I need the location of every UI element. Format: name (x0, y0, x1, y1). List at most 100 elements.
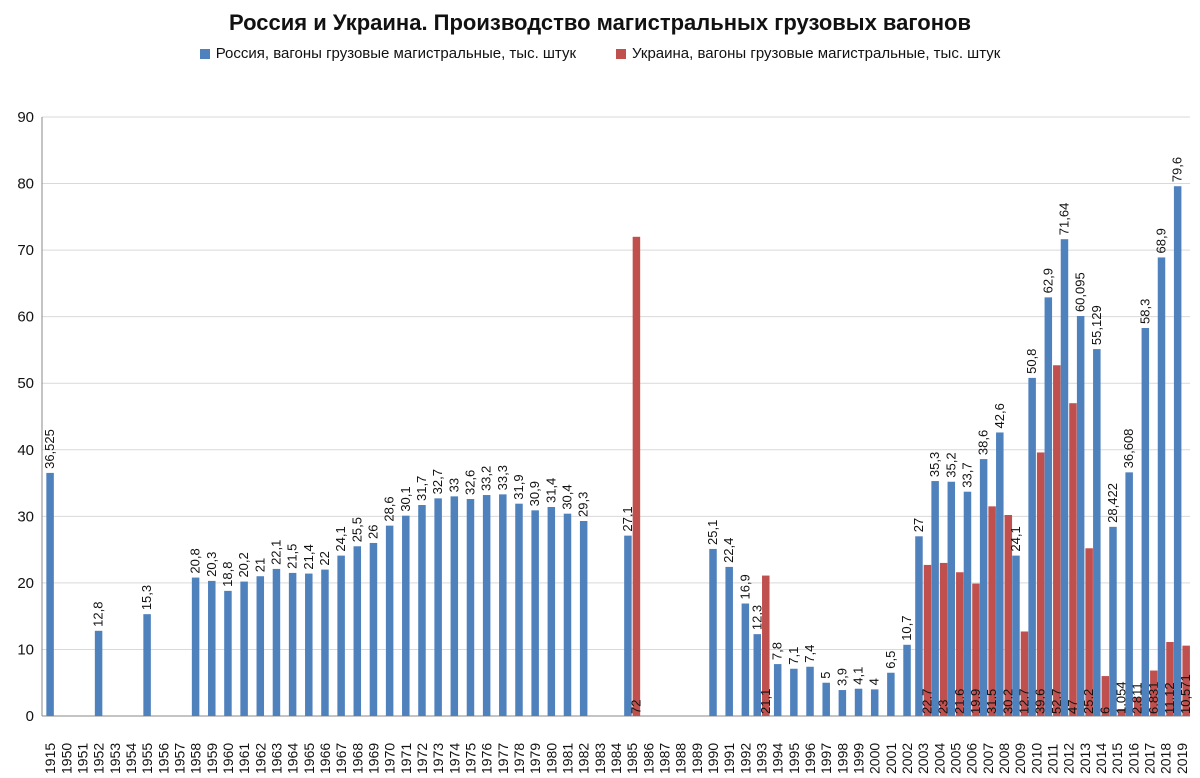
bar-russia (563, 513, 572, 716)
data-label-ukraine: 11,12 (1162, 682, 1177, 714)
data-label-russia: 50,8 (1024, 349, 1039, 374)
x-tick-label: 1993 (754, 743, 770, 774)
x-tick-label: 1986 (640, 743, 656, 774)
x-tick-label: 1954 (123, 743, 139, 774)
y-tick-label: 50 (17, 375, 34, 392)
bar-russia (1044, 297, 1053, 716)
bar-russia (915, 536, 923, 716)
data-label-ukraine: 30,2 (1000, 689, 1015, 714)
x-tick-label: 1965 (301, 743, 317, 774)
bar-russia (515, 503, 523, 716)
bar-russia (838, 690, 847, 716)
x-tick-label: 2004 (931, 743, 947, 774)
x-tick-label: 1968 (349, 743, 365, 774)
x-tick-label: 1956 (155, 743, 171, 774)
bar-russia (224, 590, 232, 716)
data-label-ukraine: 52,7 (1049, 689, 1064, 714)
bar-russia (979, 459, 988, 716)
bar-russia (725, 566, 733, 716)
data-label-russia: 60,095 (1073, 272, 1088, 312)
bar-russia (256, 576, 265, 716)
data-label-russia: 31,9 (511, 474, 526, 499)
bar-russia (822, 682, 830, 716)
data-label-russia: 68,9 (1153, 228, 1168, 253)
x-tick-label: 1970 (382, 743, 398, 774)
data-label-russia: 22 (317, 551, 332, 565)
x-tick-label: 1980 (543, 743, 559, 774)
x-tick-label: 1974 (446, 743, 462, 774)
data-label-russia: 22,1 (268, 540, 283, 565)
bar-russia (191, 577, 200, 716)
data-label-russia: 18,8 (220, 562, 235, 587)
data-label-ukraine: 1,054 (1113, 681, 1128, 714)
data-label-russia: 24,1 (333, 526, 348, 551)
bar-russia (353, 546, 362, 716)
x-tick-label: 2010 (1028, 743, 1044, 774)
x-tick-label: 1981 (559, 743, 575, 774)
bar-russia (773, 664, 782, 716)
data-label-russia: 28,422 (1105, 483, 1120, 523)
bar-russia (1109, 526, 1117, 716)
x-tick-label: 1994 (770, 743, 786, 774)
x-tick-label: 1987 (657, 743, 673, 774)
bar-russia (1173, 186, 1182, 716)
bar-russia (305, 573, 313, 716)
bar-ukraine (1020, 631, 1029, 716)
data-label-russia: 36,525 (42, 429, 57, 469)
data-label-russia: 32,7 (430, 469, 445, 494)
x-tick-label: 2017 (1142, 743, 1158, 774)
x-tick-label: 1978 (511, 743, 527, 774)
data-label-russia: 21 (252, 558, 267, 572)
data-label-russia: 28,6 (382, 496, 397, 521)
bar-ukraine (1069, 403, 1077, 716)
x-tick-label: 1999 (851, 743, 867, 774)
x-tick-label: 1966 (317, 743, 333, 774)
data-label-russia: 42,6 (992, 403, 1007, 428)
data-label-ukraine: 6 (1097, 707, 1112, 714)
bar-russia (369, 542, 378, 716)
x-tick-label: 2008 (996, 743, 1012, 774)
bar-russia (709, 548, 717, 716)
x-tick-label: 1977 (495, 743, 511, 774)
x-tick-label: 1961 (236, 743, 252, 774)
x-tick-label: 1959 (204, 743, 220, 774)
x-tick-label: 2013 (1077, 743, 1093, 774)
data-label-russia: 31,7 (414, 476, 429, 501)
x-tick-label: 1989 (689, 743, 705, 774)
data-label-russia: 32,6 (462, 470, 477, 495)
bar-russia (1060, 239, 1069, 717)
bar-russia (321, 569, 329, 716)
legend-swatch-ukraine (616, 48, 627, 59)
x-tick-label: 1982 (576, 743, 592, 774)
x-tick-label: 2014 (1093, 743, 1109, 774)
data-label-russia: 4 (867, 678, 882, 685)
data-label-ukraine: 22,7 (919, 689, 934, 714)
bar-russia (806, 666, 814, 716)
data-label-russia: 7,8 (770, 642, 785, 660)
data-label-russia: 55,129 (1089, 305, 1104, 345)
legend-item-ukraine: Украина, вагоны грузовые магистральные, … (616, 45, 1000, 62)
bar-russia (547, 507, 556, 716)
x-tick-label: 2018 (1158, 743, 1174, 774)
bar-ukraine (1085, 548, 1093, 716)
data-label-russia: 30,1 (398, 486, 413, 511)
bar-russia (94, 630, 103, 716)
bar-russia (996, 432, 1004, 716)
x-tick-label: 1972 (414, 743, 430, 774)
x-tick-label: 1988 (673, 743, 689, 774)
x-tick-label: 1952 (91, 743, 107, 774)
data-label-ukraine: 10,571 (1178, 674, 1193, 714)
bar-ukraine (923, 564, 932, 716)
data-label-russia: 10,7 (899, 615, 914, 640)
bar-russia (1012, 555, 1020, 716)
bar-russia (870, 689, 879, 716)
bar-ukraine (632, 236, 641, 717)
x-tick-label: 1964 (285, 743, 301, 774)
data-label-russia: 36,608 (1121, 429, 1136, 469)
data-label-russia: 27,1 (620, 506, 635, 531)
data-label-ukraine: 39,6 (1033, 689, 1048, 714)
bar-russia (418, 505, 426, 716)
data-label-russia: 33,7 (959, 462, 974, 487)
data-label-russia: 5 (818, 671, 833, 678)
bar-ukraine (956, 572, 964, 716)
